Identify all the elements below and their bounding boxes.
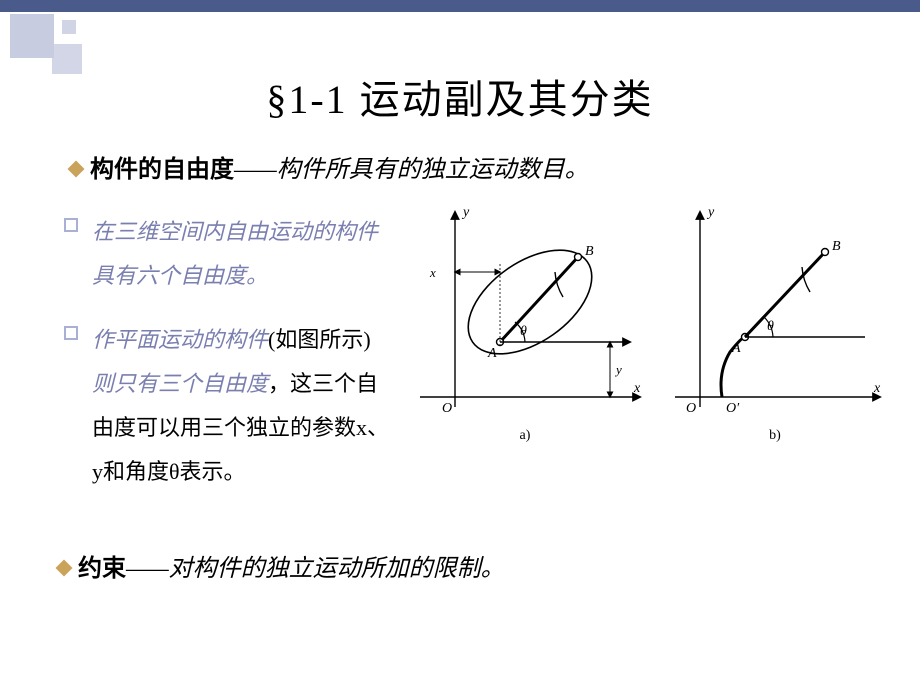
bullet-text: 在三维空间内自由运动的构件具有六个自由度。 xyxy=(92,219,378,288)
svg-text:θ: θ xyxy=(520,324,527,339)
figure-area: y x O A B θ xyxy=(400,198,890,514)
svg-text:O: O xyxy=(442,401,452,416)
figure-caption-a: a) xyxy=(400,428,650,444)
definition-constraint: 约束——对构件的独立运动所加的限制。 xyxy=(58,548,890,583)
content-area: 构件的自由度——构件所具有的独立运动数目。 在三维空间内自由运动的构件具有六个自… xyxy=(0,125,920,583)
slide-title: §1-1 运动副及其分类 xyxy=(0,67,920,125)
svg-text:A: A xyxy=(487,346,497,361)
svg-text:x: x xyxy=(633,381,641,396)
svg-text:θ: θ xyxy=(767,319,774,334)
bullet-list: 在三维空间内自由运动的构件具有六个自由度。 作平面运动的构件(如图所示)则只有三… xyxy=(30,198,392,514)
svg-text:y: y xyxy=(614,362,622,377)
figure-b: y x O O′ A B θ xyxy=(660,202,890,514)
diamond-bullet-icon xyxy=(56,560,73,577)
figure-caption-b: b) xyxy=(660,428,890,444)
bullet-text: 作平面运动的构件(如图所示)则只有三个自由度，这三个自由度可以用三个独立的参数x… xyxy=(92,318,392,494)
svg-text:B: B xyxy=(585,244,594,259)
svg-text:x: x xyxy=(429,265,436,280)
svg-text:y: y xyxy=(706,205,715,220)
middle-row: 在三维空间内自由运动的构件具有六个自由度。 作平面运动的构件(如图所示)则只有三… xyxy=(30,198,890,514)
square-bullet-icon xyxy=(64,326,78,340)
diamond-bullet-icon xyxy=(68,161,85,178)
svg-text:B: B xyxy=(832,239,841,254)
svg-text:y: y xyxy=(461,205,470,220)
diagram-b: y x O O′ A B θ xyxy=(660,202,890,422)
square-bullet-icon xyxy=(64,218,78,232)
diagram-a: y x O A B θ xyxy=(400,202,650,422)
svg-text:O: O xyxy=(686,401,696,416)
bullet-item-3d: 在三维空间内自由运动的构件具有六个自由度。 xyxy=(64,210,392,298)
bullet-item-planar: 作平面运动的构件(如图所示)则只有三个自由度，这三个自由度可以用三个独立的参数x… xyxy=(64,318,392,494)
svg-text:A: A xyxy=(731,341,741,356)
svg-text:x: x xyxy=(873,381,881,396)
svg-text:O′: O′ xyxy=(726,401,740,416)
top-bar xyxy=(0,0,920,12)
figure-a: y x O A B θ xyxy=(400,202,650,514)
definition-dof: 构件的自由度——构件所具有的独立运动数目。 xyxy=(70,149,890,184)
